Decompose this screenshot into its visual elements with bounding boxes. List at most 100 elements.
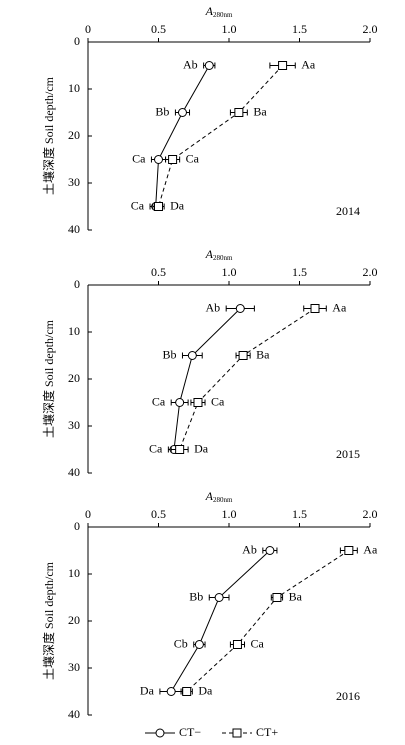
year-label: 2016 [336,689,360,703]
x-axis-title: A280nm [205,247,233,262]
significance-letter: Bb [189,589,203,603]
significance-letter: Ab [206,300,221,314]
data-point [194,640,204,649]
significance-letter: Bb [162,347,176,361]
legend-marker [155,728,165,738]
x-tick-label: 0 [85,507,91,521]
data-point [272,593,282,602]
x-axis-title-main: A [205,247,214,261]
x-axis-title-sub: 280nm [213,11,233,19]
legend-label: CT− [179,725,201,739]
legend-marker [232,728,242,738]
significance-letter: Aa [332,300,347,314]
y-tick-label: 40 [68,707,80,721]
x-tick-label: 0.5 [151,265,166,279]
significance-letter: Da [198,683,213,697]
year-label: 2015 [336,447,360,461]
significance-letter: Ca [251,636,265,650]
significance-letter: Ca [131,198,145,212]
y-tick-label: 30 [68,418,80,432]
y-tick-label: 20 [68,371,80,385]
x-tick-label: 2.0 [363,265,378,279]
x-axis-title-sub: 280nm [213,496,233,504]
data-point [232,640,242,649]
x-tick-label: 1.5 [292,507,307,521]
significance-letter: Da [170,198,185,212]
y-tick-label: 20 [68,613,80,627]
significance-letter: Cb [174,636,188,650]
data-point [175,398,185,407]
data-point [154,202,163,211]
y-tick-label: 0 [74,34,80,48]
x-tick-label: 0 [85,22,91,36]
data-point [234,108,244,117]
y-tick-label: 10 [68,324,80,338]
series-line [186,550,350,692]
data-point [168,155,178,164]
x-tick-label: 0.5 [151,507,166,521]
x-tick-label: 2.0 [363,507,378,521]
data-point [154,155,163,164]
x-axis-title-main: A [205,489,214,503]
x-tick-label: 2.0 [363,22,378,36]
x-tick-label: 1.5 [292,22,307,36]
data-point [344,546,354,555]
x-tick-label: 1.0 [222,265,237,279]
data-point [238,351,248,360]
data-point [175,445,185,454]
y-tick-label: 10 [68,81,80,95]
y-tick-label: 0 [74,519,80,533]
x-axis-title-main: A [205,4,214,18]
significance-letter: Ab [242,542,257,556]
series-line [179,308,316,450]
y-axis-title: 土壤深度 Soil depth/cm [41,561,56,680]
y-tick-label: 30 [68,175,80,189]
significance-letter: Da [140,683,155,697]
data-point [166,687,176,696]
x-tick-label: 1.0 [222,22,237,36]
data-point [193,398,203,407]
series-line [170,550,271,692]
significance-letter: Ba [253,104,267,118]
significance-letter: Ba [256,347,270,361]
significance-letter: Ca [149,441,163,455]
data-point [214,593,224,602]
y-tick-label: 40 [68,222,80,236]
series-line [155,65,210,207]
data-point [310,304,320,313]
significance-letter: Ab [183,57,198,71]
x-axis-title-sub: 280nm [213,254,233,262]
data-point [278,61,288,70]
significance-letter: Ba [289,589,303,603]
data-point [204,61,214,70]
y-tick-label: 30 [68,660,80,674]
y-tick-label: 0 [74,277,80,291]
significance-letter: Aa [301,57,316,71]
x-tick-label: 1.0 [222,507,237,521]
significance-letter: Aa [363,542,378,556]
y-axis-title: 土壤深度 Soil depth/cm [41,76,56,195]
data-point [177,108,187,117]
significance-letter: Ca [132,151,146,165]
y-tick-label: 20 [68,128,80,142]
series-line [158,65,283,207]
y-axis-title: 土壤深度 Soil depth/cm [41,319,56,438]
legend-label: CT+ [256,725,278,739]
data-point [265,546,275,555]
y-tick-label: 40 [68,465,80,479]
significance-letter: Bb [155,104,169,118]
series-line [173,308,241,450]
data-point [187,351,197,360]
data-point [182,687,192,696]
x-axis-title: A280nm [205,4,233,19]
significance-letter: Ca [211,394,225,408]
x-tick-label: 0.5 [151,22,166,36]
x-axis-title: A280nm [205,489,233,504]
data-point [235,304,245,313]
y-tick-label: 10 [68,566,80,580]
year-label: 2014 [336,204,360,218]
significance-letter: Ca [186,151,200,165]
x-tick-label: 1.5 [292,265,307,279]
significance-letter: Ca [152,394,166,408]
